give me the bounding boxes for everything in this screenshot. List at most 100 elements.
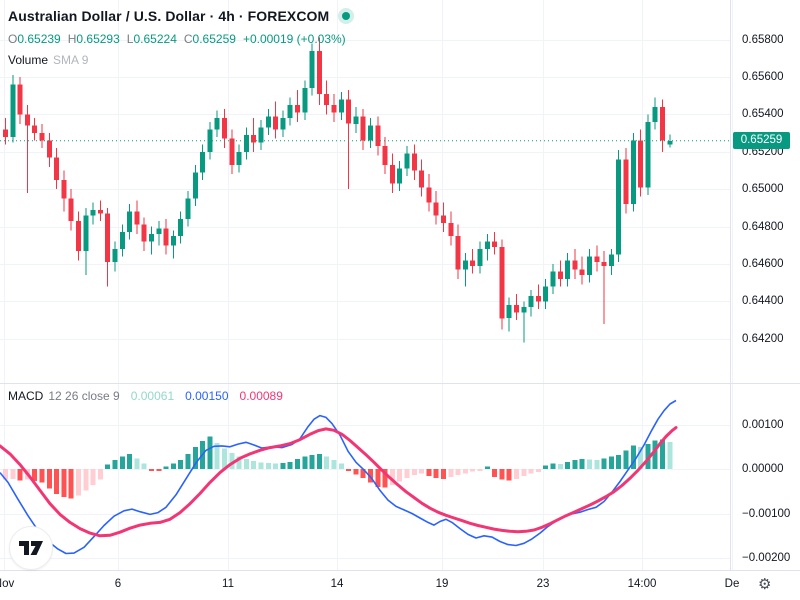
candle bbox=[324, 93, 330, 105]
candle bbox=[331, 105, 337, 113]
candle bbox=[83, 215, 89, 251]
candle bbox=[61, 179, 67, 199]
macd-histogram-bar bbox=[506, 469, 512, 481]
macd-histogram-bar bbox=[448, 469, 454, 477]
macd-histogram-bar bbox=[229, 453, 235, 469]
time-tick-label: 19 bbox=[435, 578, 449, 590]
macd-line-value: 0.00150 bbox=[185, 389, 229, 403]
close-label: C bbox=[183, 32, 193, 46]
candle bbox=[667, 140, 673, 145]
macd-histogram-bar bbox=[492, 469, 498, 477]
candle bbox=[207, 129, 213, 152]
candle bbox=[54, 157, 60, 180]
price-tick-label: 0.65600 bbox=[742, 71, 784, 83]
candle bbox=[287, 105, 293, 119]
candle bbox=[375, 125, 381, 147]
candle bbox=[185, 198, 191, 220]
volume-indicator-label[interactable]: Volume bbox=[8, 53, 49, 67]
close-value: 0.65259 bbox=[192, 32, 236, 46]
macd-histogram-bar bbox=[295, 459, 300, 469]
price-tick-label: 0.64600 bbox=[742, 258, 784, 270]
candle bbox=[535, 295, 541, 302]
time-tick-label: 11 bbox=[222, 578, 234, 590]
macd-histogram-bar bbox=[462, 469, 468, 474]
candle bbox=[484, 241, 490, 250]
candle bbox=[426, 187, 432, 203]
macd-histogram-bar bbox=[579, 459, 585, 469]
macd-histogram-bar bbox=[601, 458, 607, 469]
candle bbox=[353, 116, 359, 124]
macd-histogram-bar bbox=[477, 469, 483, 471]
candle bbox=[514, 305, 519, 313]
macd-histogram-bar bbox=[550, 463, 556, 469]
macd-histogram-bar bbox=[3, 469, 8, 480]
candle bbox=[652, 106, 658, 122]
macd-histogram-bar bbox=[521, 469, 527, 477]
candle bbox=[477, 249, 483, 266]
macd-histogram-bar bbox=[119, 456, 125, 469]
candle bbox=[251, 135, 257, 143]
last-price-tag[interactable]: 0.65259 bbox=[733, 132, 790, 150]
candle bbox=[397, 168, 403, 184]
high-value: 0.65293 bbox=[76, 32, 120, 46]
macd-histogram-bar bbox=[265, 463, 271, 469]
macd-histogram-bar bbox=[54, 469, 60, 494]
macd-histogram-bar bbox=[426, 469, 432, 477]
candle bbox=[17, 84, 23, 115]
candle bbox=[243, 135, 249, 152]
candle bbox=[506, 305, 512, 319]
price-tick-label: 0.65400 bbox=[742, 108, 784, 121]
macd-tick-label: −0.00100 bbox=[742, 507, 791, 520]
macd-histogram-bar bbox=[543, 465, 549, 469]
candle bbox=[258, 127, 264, 143]
candle bbox=[441, 215, 446, 223]
time-scale[interactable]: Nov 6 11 14 19 23 14:00 De bbox=[0, 571, 800, 600]
candle bbox=[557, 271, 563, 279]
candle bbox=[141, 224, 147, 242]
market-status-icon[interactable] bbox=[338, 8, 355, 24]
macd-histogram-bar bbox=[141, 463, 147, 469]
candle bbox=[309, 50, 315, 89]
macd-histogram-bar bbox=[90, 469, 96, 485]
candle bbox=[39, 133, 45, 141]
macd-histogram-bar bbox=[32, 469, 38, 481]
candle bbox=[594, 256, 600, 263]
macd-histogram-bar bbox=[134, 458, 140, 469]
macd-histogram-bar bbox=[389, 469, 395, 485]
candle bbox=[68, 198, 74, 221]
price-scale[interactable]: 0.65800 0.65600 0.65400 0.65200 0.65000 0.648… bbox=[730, 0, 800, 570]
macd-histogram-bar bbox=[97, 469, 103, 480]
candle bbox=[222, 118, 227, 139]
macd-histogram-bar bbox=[565, 461, 571, 469]
macd-tick-label: 0.00100 bbox=[742, 418, 784, 431]
macd-histogram-bar bbox=[236, 456, 242, 469]
candle bbox=[134, 211, 140, 225]
macd-histogram-bar bbox=[163, 466, 169, 469]
low-label: L bbox=[126, 32, 134, 46]
macd-tick-label: −0.00200 bbox=[742, 552, 791, 564]
candle bbox=[470, 260, 476, 266]
macd-histogram-bar bbox=[455, 469, 461, 476]
settings-gear-icon[interactable]: ⚙︎ bbox=[758, 576, 772, 593]
candle bbox=[411, 153, 417, 171]
low-value: 0.65224 bbox=[133, 32, 177, 46]
candle bbox=[448, 222, 454, 236]
candle bbox=[404, 153, 410, 169]
macd-histogram-bar bbox=[207, 436, 213, 469]
macd-histogram-bar bbox=[83, 469, 89, 491]
candle bbox=[316, 50, 322, 94]
candle bbox=[587, 256, 592, 276]
macd-tick-label: 0.00000 bbox=[742, 463, 784, 475]
symbol-title[interactable]: Australian Dollar / U.S. Dollar · 4h · F… bbox=[8, 8, 330, 24]
macd-histogram-bar bbox=[484, 466, 490, 469]
candle bbox=[521, 307, 527, 313]
macd-indicator-label[interactable]: MACD bbox=[8, 389, 44, 403]
macd-histogram-bar bbox=[10, 469, 16, 479]
macd-histogram-bar bbox=[594, 460, 600, 469]
macd-histogram-bar bbox=[528, 469, 534, 474]
tradingview-logo[interactable] bbox=[9, 526, 53, 570]
macd-histogram-bar bbox=[68, 469, 74, 499]
macd-histogram-bar bbox=[433, 469, 439, 478]
candle bbox=[433, 202, 439, 216]
